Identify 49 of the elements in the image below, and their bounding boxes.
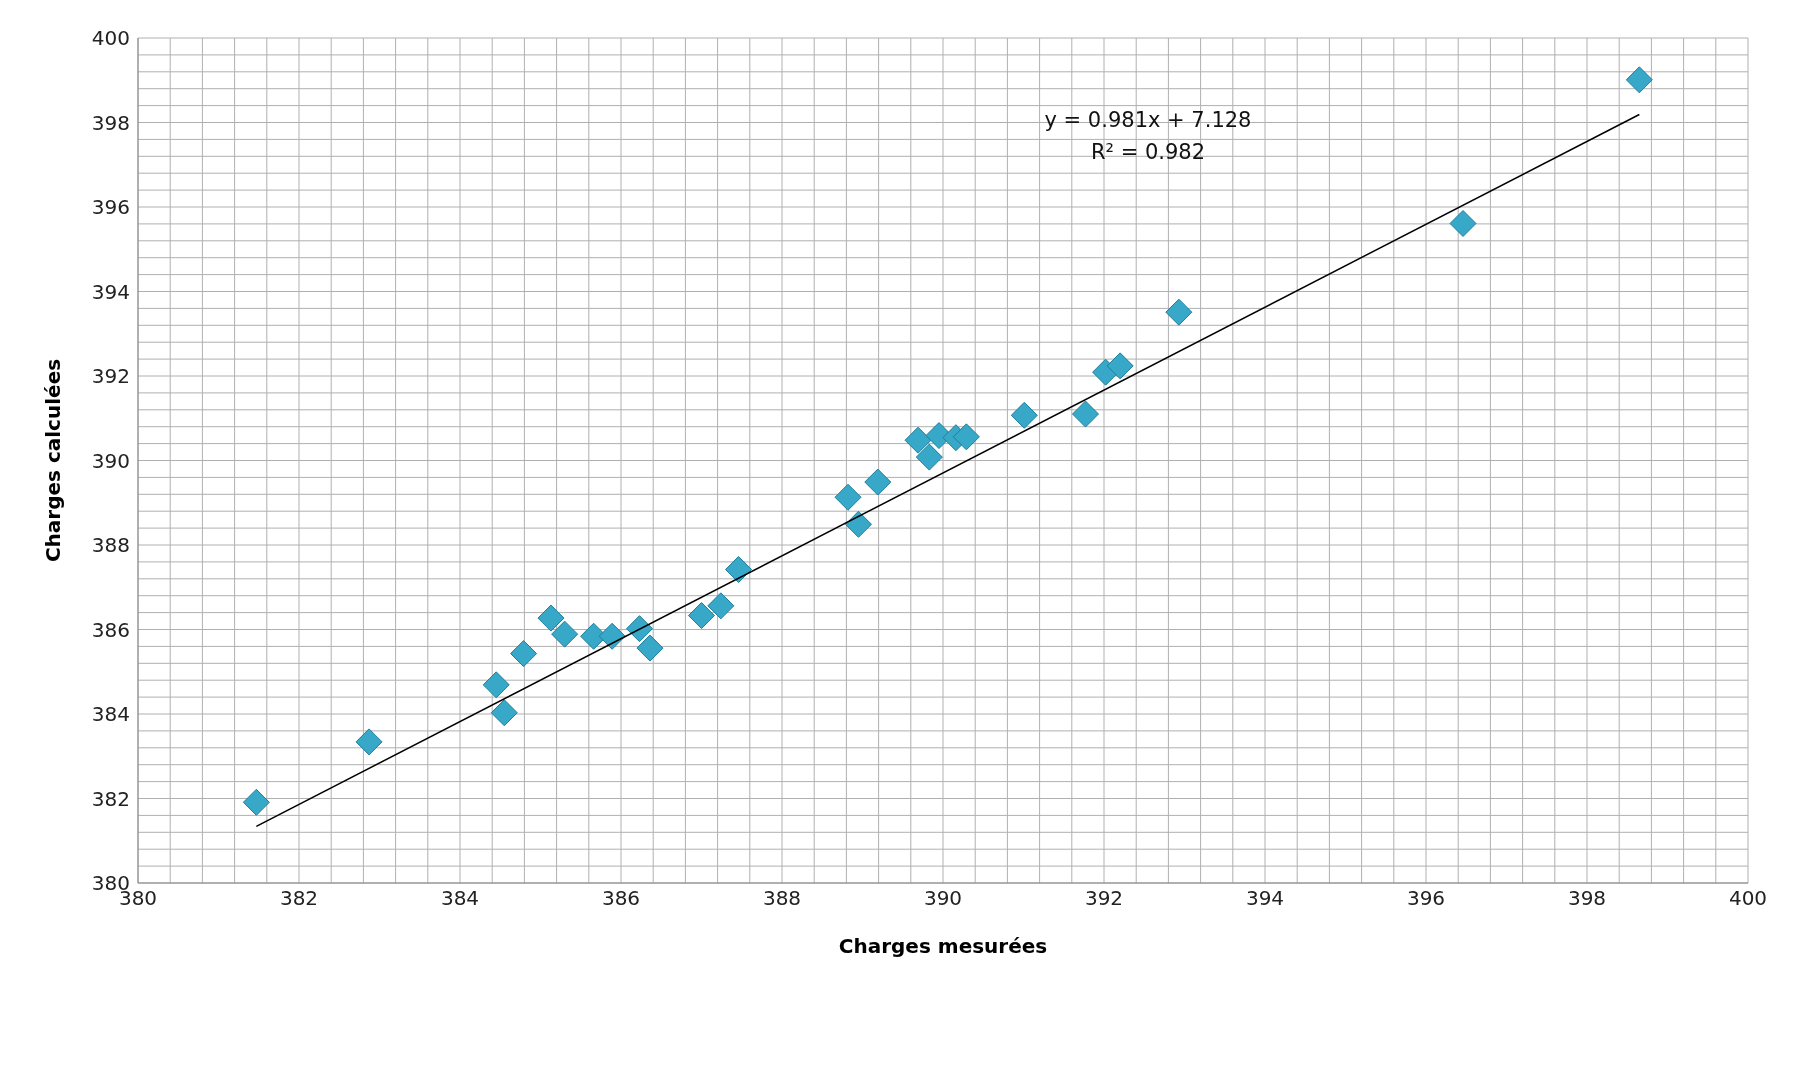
- point: [636, 634, 664, 662]
- y-tick-label: 382: [91, 786, 130, 811]
- point: [844, 510, 872, 538]
- point: [915, 443, 943, 471]
- point: [1071, 400, 1099, 428]
- point: [490, 699, 518, 727]
- point: [707, 592, 735, 620]
- x-tick-label: 386: [601, 886, 641, 911]
- x-tick-label: 384: [440, 886, 480, 911]
- point: [834, 483, 862, 511]
- x-tick-label: 392: [1084, 886, 1124, 911]
- x-tick-label: 396: [1406, 886, 1446, 911]
- x-tick-label: 382: [279, 886, 319, 911]
- point: [242, 788, 270, 816]
- point: [864, 468, 892, 496]
- point: [598, 622, 626, 650]
- point: [1449, 209, 1477, 237]
- point: [1625, 66, 1653, 94]
- point: [551, 620, 579, 648]
- y-tick-label: 400: [91, 26, 130, 51]
- point: [725, 556, 753, 584]
- point: [510, 640, 538, 668]
- point: [482, 671, 510, 699]
- point: [1010, 401, 1038, 429]
- point: [626, 615, 654, 643]
- x-tick-label: 390: [923, 886, 963, 911]
- x-tick-label: 400: [1728, 886, 1768, 911]
- y-tick-label: 386: [91, 617, 130, 642]
- point: [904, 426, 932, 454]
- point: [1165, 298, 1193, 326]
- x-tick-label: 398: [1567, 886, 1607, 911]
- annotation: y = 0.981x + 7.128: [1043, 107, 1253, 134]
- x-tick-label: 388: [762, 886, 802, 911]
- y-tick-label: 394: [91, 279, 130, 304]
- point: [688, 602, 715, 630]
- y-axis-title: Charges calculées: [41, 358, 66, 563]
- point: [1106, 352, 1134, 380]
- x-tick-label: 394: [1245, 886, 1285, 911]
- point: [355, 728, 383, 756]
- y-tick-label: 392: [91, 364, 130, 389]
- y-tick-label: 396: [91, 195, 130, 220]
- point: [952, 423, 980, 451]
- y-tick-label: 384: [91, 702, 130, 727]
- y-tick-label: 388: [91, 533, 130, 558]
- y-tick-label: 398: [91, 110, 130, 135]
- x-axis-title: Charges mesurées: [838, 934, 1048, 958]
- annotation: R² = 0.982: [1089, 139, 1207, 166]
- y-tick-label: 390: [91, 448, 130, 473]
- point: [537, 604, 565, 632]
